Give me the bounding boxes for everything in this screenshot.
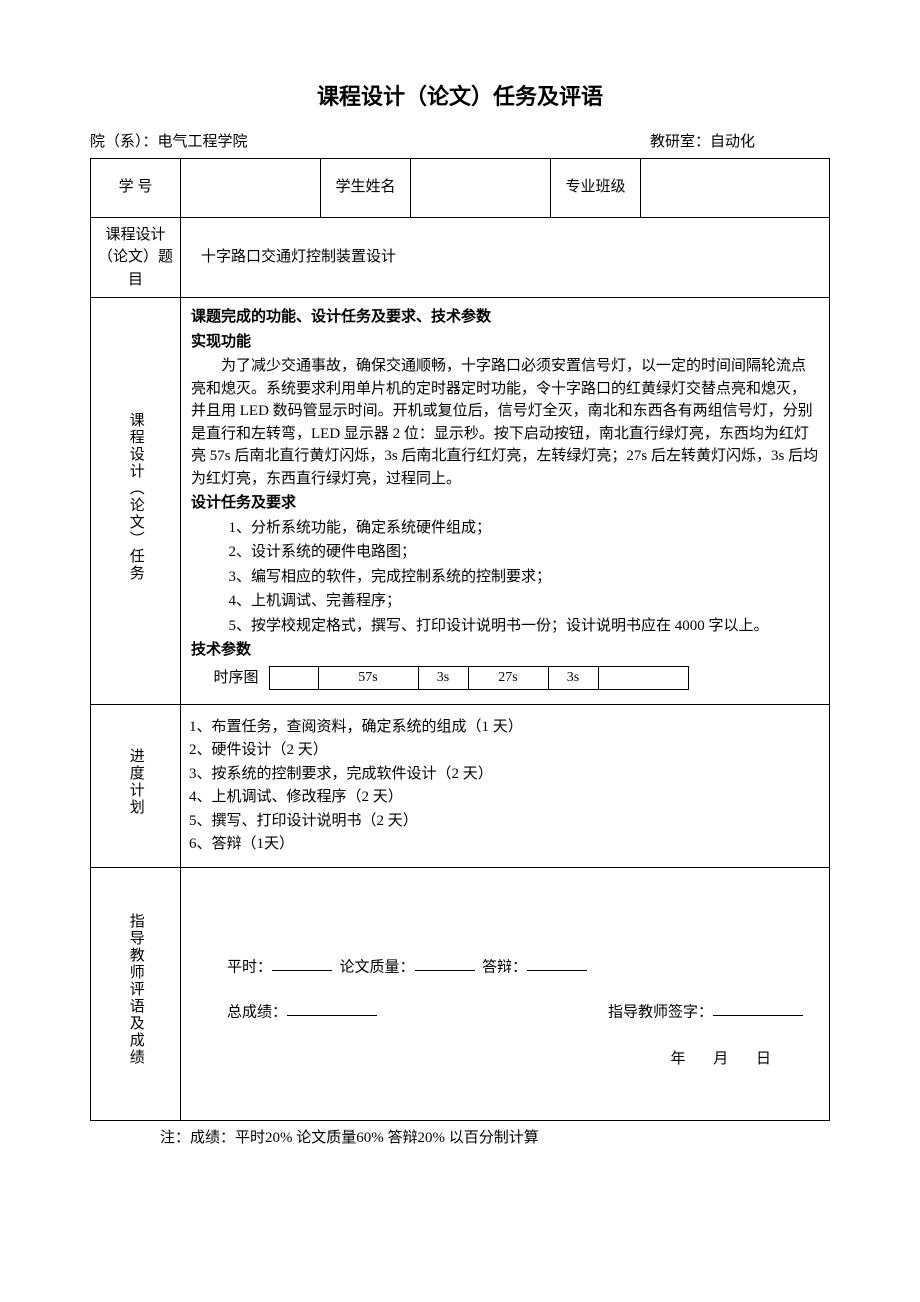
timing-seg-3s-b: 3s bbox=[549, 666, 599, 690]
office-value: 自动化 bbox=[710, 134, 755, 150]
timing-seg-57s: 57s bbox=[319, 666, 419, 690]
eval-side-label: 指导教师评语及成绩 bbox=[91, 867, 181, 1120]
task-req-5: 5、按学校规定格式，撰写、打印设计说明书一份；设计说明书应在 4000 字以上。 bbox=[191, 615, 819, 638]
dept-value: 电气工程学院 bbox=[158, 134, 248, 150]
eval-quality-blank bbox=[415, 954, 475, 972]
eval-side-text: 指导教师评语及成绩 bbox=[124, 913, 147, 1066]
schedule-item-2: 2、硬件设计（2 天） bbox=[189, 739, 821, 762]
header-line: 院（系）：电气工程学院 教研室：自动化 bbox=[90, 131, 830, 154]
schedule-item-3: 3、按系统的控制要求，完成软件设计（2 天） bbox=[189, 763, 821, 786]
schedule-item-6: 6、答辩（1天） bbox=[189, 833, 821, 856]
schedule-side-text: 进度计划 bbox=[124, 748, 147, 816]
dept-label: 院（系）： bbox=[90, 134, 158, 150]
eval-sign-label: 指导教师签字： bbox=[608, 1004, 713, 1020]
topic-label: 课程设计（论文）题目 bbox=[91, 217, 181, 298]
student-name-label: 学生姓名 bbox=[321, 158, 411, 217]
schedule-item-5: 5、撰写、打印设计说明书（2 天） bbox=[189, 810, 821, 833]
task-heading-4: 技术参数 bbox=[191, 639, 819, 662]
task-req-1: 1、分析系统功能，确定系统硬件组成； bbox=[191, 517, 819, 540]
student-id-label: 学 号 bbox=[91, 158, 181, 217]
task-paragraph: 为了减少交通事故，确保交通顺畅，十字路口必须安置信号灯，以一定的时间间隔轮流点亮… bbox=[191, 355, 819, 490]
table-row: 课程设计（论文）题目 十字路口交通灯控制装置设计 bbox=[91, 217, 830, 298]
task-req-3: 3、编写相应的软件，完成控制系统的控制要求； bbox=[191, 566, 819, 589]
footnote: 注：成绩：平时20% 论文质量60% 答辩20% 以百分制计算 bbox=[90, 1127, 830, 1150]
office-label: 教研室： bbox=[650, 134, 710, 150]
eval-usual-blank bbox=[272, 954, 332, 972]
eval-scores-line: 平时： 论文质量： 答辩： bbox=[227, 954, 803, 979]
page-title: 课程设计（论文）任务及评语 bbox=[90, 80, 830, 113]
task-side-text: 课程设计（论文）任务 bbox=[124, 412, 147, 582]
eval-usual-label: 平时： bbox=[227, 959, 272, 975]
timing-label: 时序图 bbox=[214, 667, 259, 690]
eval-defense-blank bbox=[527, 954, 587, 972]
task-heading-2: 实现功能 bbox=[191, 331, 819, 354]
class-label: 专业班级 bbox=[551, 158, 641, 217]
eval-total-blank bbox=[287, 999, 377, 1017]
schedule-side-label: 进度计划 bbox=[91, 704, 181, 867]
task-heading-1: 课题完成的功能、设计任务及要求、技术参数 bbox=[191, 306, 819, 329]
timing-seg-start bbox=[269, 666, 319, 690]
task-heading-3: 设计任务及要求 bbox=[191, 492, 819, 515]
schedule-cell: 1、布置任务，查阅资料，确定系统的组成（1 天） 2、硬件设计（2 天） 3、按… bbox=[181, 704, 830, 867]
task-side-label: 课程设计（论文）任务 bbox=[91, 298, 181, 705]
table-row: 学 号 学生姓名 专业班级 bbox=[91, 158, 830, 217]
eval-total-line: 总成绩： 指导教师签字： bbox=[227, 999, 803, 1024]
eval-total-label: 总成绩： bbox=[227, 1004, 287, 1020]
timing-diagram: 时序图 57s 3s 27s 3s bbox=[214, 666, 820, 690]
eval-defense-label: 答辩： bbox=[482, 959, 527, 975]
table-row: 进度计划 1、布置任务，查阅资料，确定系统的组成（1 天） 2、硬件设计（2 天… bbox=[91, 704, 830, 867]
topic-value: 十字路口交通灯控制装置设计 bbox=[181, 217, 830, 298]
eval-date: 年 月 日 bbox=[207, 1048, 803, 1071]
timing-seg-3s-a: 3s bbox=[419, 666, 469, 690]
table-row: 指导教师评语及成绩 平时： 论文质量： 答辩： 总成绩： 指导教师签字： 年 bbox=[91, 867, 830, 1120]
timing-seg-end bbox=[599, 666, 689, 690]
timing-seg-27s: 27s bbox=[469, 666, 549, 690]
task-req-2: 2、设计系统的硬件电路图； bbox=[191, 541, 819, 564]
table-row: 课程设计（论文）任务 课题完成的功能、设计任务及要求、技术参数 实现功能 为了减… bbox=[91, 298, 830, 705]
eval-quality-label: 论文质量： bbox=[340, 959, 415, 975]
schedule-item-1: 1、布置任务，查阅资料，确定系统的组成（1 天） bbox=[189, 716, 821, 739]
task-req-4: 4、上机调试、完善程序； bbox=[191, 590, 819, 613]
schedule-item-4: 4、上机调试、修改程序（2 天） bbox=[189, 786, 821, 809]
eval-cell: 平时： 论文质量： 答辩： 总成绩： 指导教师签字： 年 月 日 bbox=[181, 867, 830, 1120]
task-cell: 课题完成的功能、设计任务及要求、技术参数 实现功能 为了减少交通事故，确保交通顺… bbox=[181, 298, 830, 705]
main-table: 学 号 学生姓名 专业班级 课程设计（论文）题目 十字路口交通灯控制装置设计 课… bbox=[90, 158, 830, 1121]
eval-sign-blank bbox=[713, 999, 803, 1017]
student-name-value bbox=[411, 158, 551, 217]
student-id-value bbox=[181, 158, 321, 217]
class-value bbox=[641, 158, 830, 217]
